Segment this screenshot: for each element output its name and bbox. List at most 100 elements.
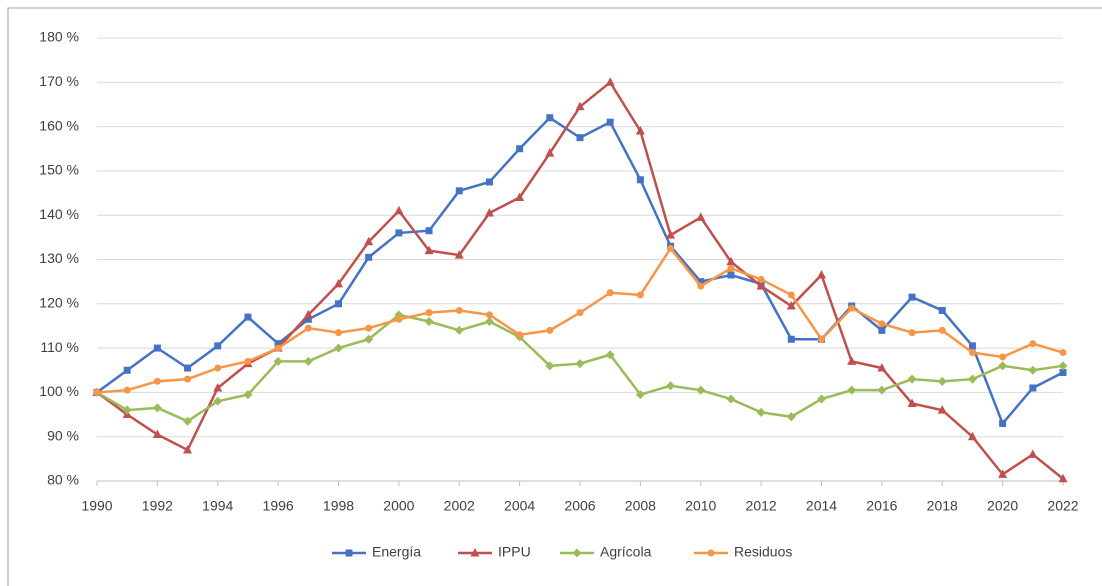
marker — [606, 289, 614, 297]
x-tick-label: 2018 — [927, 498, 958, 514]
marker — [455, 306, 463, 314]
marker — [485, 178, 493, 186]
marker — [938, 326, 946, 334]
marker — [877, 363, 887, 372]
marker — [334, 343, 343, 353]
legend-entry: Energía — [332, 544, 421, 560]
marker — [818, 335, 825, 343]
marker — [454, 325, 464, 335]
marker — [425, 227, 433, 235]
marker — [364, 334, 374, 344]
marker — [937, 405, 947, 414]
y-tick-label: 180 % — [39, 29, 79, 45]
marker — [345, 549, 353, 557]
marker — [878, 320, 886, 328]
marker — [213, 396, 223, 406]
marker — [395, 229, 403, 237]
legend-label: Residuos — [734, 544, 792, 560]
marker — [303, 356, 313, 366]
marker — [878, 326, 886, 334]
marker — [304, 315, 312, 323]
marker — [576, 134, 584, 142]
marker — [696, 212, 706, 221]
marker — [184, 375, 192, 383]
marker — [908, 329, 916, 337]
x-tick-label: 1998 — [323, 498, 354, 514]
marker — [395, 315, 403, 323]
marker — [606, 118, 614, 126]
x-tick-label: 2016 — [866, 498, 897, 514]
marker — [152, 403, 162, 413]
marker — [244, 313, 252, 321]
marker — [516, 145, 524, 153]
marker — [908, 293, 916, 301]
marker — [727, 271, 735, 279]
marker — [123, 386, 131, 394]
marker — [335, 329, 342, 337]
marker — [938, 306, 946, 314]
marker — [605, 350, 615, 360]
marker — [756, 281, 766, 290]
y-tick-label: 120 % — [39, 295, 79, 311]
marker — [605, 77, 615, 86]
marker — [756, 407, 766, 417]
marker — [787, 335, 795, 343]
marker — [244, 357, 252, 365]
y-tick-label: 90 % — [47, 427, 79, 443]
marker — [424, 245, 434, 255]
marker — [968, 342, 976, 350]
x-tick-label: 1996 — [263, 498, 294, 514]
marker — [485, 311, 493, 319]
marker — [1058, 473, 1068, 483]
y-tick-label: 140 % — [39, 206, 79, 222]
marker — [697, 278, 705, 286]
marker — [968, 349, 976, 357]
marker — [546, 326, 554, 334]
marker — [636, 176, 644, 184]
legend-label: Agrícola — [600, 544, 652, 560]
marker — [726, 394, 736, 404]
marker — [243, 390, 253, 400]
marker — [274, 344, 282, 352]
marker — [184, 364, 192, 372]
x-tick-label: 2022 — [1047, 498, 1078, 514]
x-tick-label: 2008 — [625, 498, 656, 514]
marker — [998, 361, 1008, 371]
marker — [635, 390, 645, 400]
marker — [273, 356, 283, 366]
marker — [153, 377, 161, 385]
marker — [1029, 340, 1037, 348]
series-line — [96, 116, 1064, 426]
marker — [304, 324, 312, 332]
marker — [545, 361, 555, 371]
marker — [1059, 349, 1067, 357]
marker — [1058, 361, 1068, 371]
y-tick-label: 170 % — [39, 73, 79, 89]
x-tick-label: 1994 — [202, 498, 233, 514]
marker — [213, 382, 223, 392]
x-tick-label: 2014 — [806, 498, 837, 514]
marker — [572, 548, 582, 558]
x-tick-label: 1992 — [142, 498, 173, 514]
marker — [757, 275, 765, 283]
marker — [484, 317, 494, 327]
marker — [967, 374, 977, 384]
marker — [847, 385, 857, 395]
marker — [697, 282, 705, 290]
x-tick-label: 2004 — [504, 498, 535, 514]
marker — [635, 126, 645, 135]
marker — [817, 394, 826, 404]
x-tick-label: 2010 — [685, 498, 716, 514]
x-tick-label: 2012 — [746, 498, 777, 514]
series-line — [96, 80, 1064, 480]
marker — [1029, 384, 1037, 392]
marker — [93, 388, 101, 396]
marker — [183, 416, 193, 426]
marker — [470, 548, 480, 557]
marker — [666, 381, 676, 391]
marker — [123, 366, 131, 374]
chart-frame — [7, 7, 1102, 586]
marker — [335, 300, 342, 308]
y-tick-label: 110 % — [40, 339, 79, 355]
marker — [365, 324, 373, 332]
